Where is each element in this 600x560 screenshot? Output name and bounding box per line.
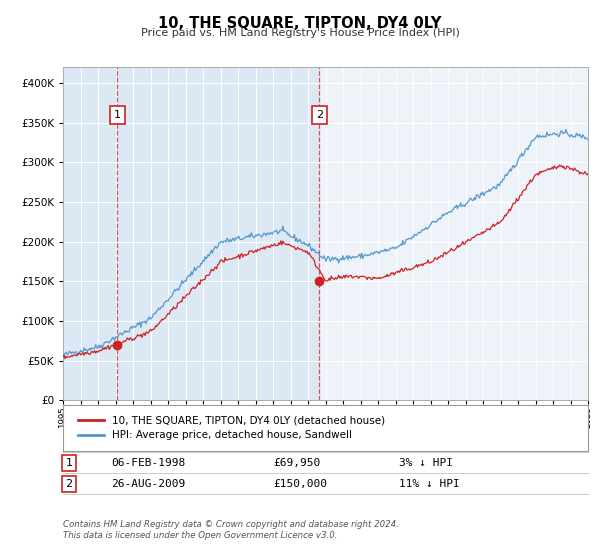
Text: 2: 2: [65, 479, 73, 489]
Bar: [63, 67, 319, 400]
Text: Price paid vs. HM Land Registry's House Price Index (HPI): Price paid vs. HM Land Registry's House …: [140, 28, 460, 38]
Text: 1: 1: [114, 110, 121, 120]
Text: 26-AUG-2009: 26-AUG-2009: [111, 479, 185, 489]
Text: 06-FEB-1998: 06-FEB-1998: [111, 458, 185, 468]
Text: 1: 1: [65, 458, 73, 468]
Text: 10, THE SQUARE, TIPTON, DY4 0LY: 10, THE SQUARE, TIPTON, DY4 0LY: [158, 16, 442, 31]
Text: 3% ↓ HPI: 3% ↓ HPI: [399, 458, 453, 468]
Legend: 10, THE SQUARE, TIPTON, DY4 0LY (detached house), HPI: Average price, detached h: 10, THE SQUARE, TIPTON, DY4 0LY (detache…: [73, 411, 389, 445]
Text: 11% ↓ HPI: 11% ↓ HPI: [399, 479, 460, 489]
Text: Contains HM Land Registry data © Crown copyright and database right 2024.
This d: Contains HM Land Registry data © Crown c…: [63, 520, 399, 540]
Text: £150,000: £150,000: [273, 479, 327, 489]
Text: £69,950: £69,950: [273, 458, 320, 468]
Text: 2: 2: [316, 110, 323, 120]
